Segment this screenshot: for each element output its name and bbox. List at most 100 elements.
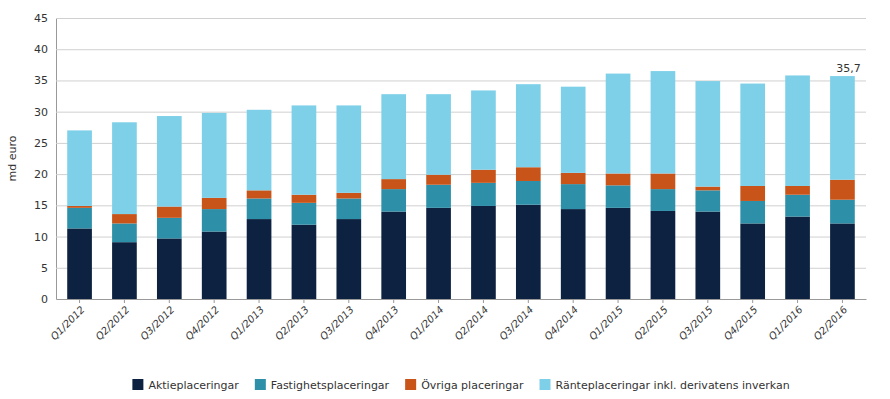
x-tick-label: Q1/2012	[48, 304, 86, 342]
grid-line	[56, 49, 866, 50]
x-tick-label: Q1/2014	[407, 304, 445, 342]
bar	[651, 71, 676, 173]
x-tick: Q2/2015	[632, 299, 670, 342]
bar	[830, 76, 855, 180]
bar	[292, 203, 317, 225]
y-tick-label: 40	[34, 43, 48, 56]
bar	[830, 223, 855, 299]
chart: 051015202530354045Q1/2012Q2/2012Q3/2012Q…	[0, 0, 890, 399]
bar	[426, 175, 451, 185]
bar	[830, 200, 855, 224]
bar	[606, 173, 631, 185]
y-axis: 051015202530354045	[34, 12, 866, 306]
bar	[202, 113, 227, 198]
grid-line	[56, 299, 866, 300]
bar	[561, 184, 586, 209]
bar	[381, 212, 406, 299]
tick-mark	[303, 299, 304, 303]
legend-swatch	[132, 379, 143, 390]
y-tick-label: 5	[41, 262, 48, 275]
bar	[695, 190, 720, 211]
tick-mark	[348, 299, 349, 303]
bar	[651, 189, 676, 211]
x-tick-label: Q2/2013	[273, 304, 311, 342]
bar	[561, 209, 586, 299]
x-tick: Q3/2013	[318, 299, 356, 342]
x-tick: Q4/2012	[183, 299, 221, 342]
x-tick-label: Q2/2014	[452, 304, 490, 342]
bar	[695, 187, 720, 191]
series	[67, 167, 855, 223]
tick-mark	[797, 299, 798, 303]
legend-label: Aktieplaceringar	[148, 379, 239, 392]
bar	[606, 208, 631, 299]
x-tick-label: Q4/2015	[722, 304, 760, 342]
x-axis: Q1/2012Q2/2012Q3/2012Q4/2012Q1/2013Q2/20…	[48, 299, 866, 342]
grid-line	[56, 80, 866, 81]
bar	[112, 122, 137, 214]
bar	[247, 219, 272, 299]
x-tick: Q1/2013	[228, 299, 266, 342]
bar	[247, 110, 272, 191]
bar	[785, 217, 810, 299]
x-tick-label: Q4/2014	[542, 304, 580, 342]
bar	[157, 207, 182, 218]
x-tick: Q2/2016	[811, 299, 849, 342]
bar	[67, 206, 92, 208]
bar	[830, 180, 855, 200]
x-tick: Q1/2014	[407, 299, 445, 342]
bar	[202, 232, 227, 299]
bar	[695, 212, 720, 299]
y-tick: 45	[34, 12, 866, 25]
x-axis-line	[57, 299, 867, 300]
bar	[67, 208, 92, 229]
tick-mark	[842, 299, 843, 303]
bar	[292, 225, 317, 299]
bar	[740, 84, 765, 186]
bar	[651, 211, 676, 299]
bar	[426, 208, 451, 299]
bar	[336, 193, 361, 199]
legend-item: Aktieplaceringar	[132, 379, 239, 392]
legend-label: Övriga placeringar	[421, 379, 524, 392]
x-tick-label: Q3/2014	[497, 304, 535, 342]
y-tick-label: 35	[34, 74, 48, 87]
bar	[471, 90, 496, 169]
legend-label: Ränteplaceringar inkl. derivatens inverk…	[556, 379, 790, 392]
bar	[695, 81, 720, 187]
x-tick: Q1/2012	[48, 299, 86, 342]
x-tick: Q2/2013	[273, 299, 311, 342]
bar	[202, 209, 227, 231]
x-tick-label: Q1/2013	[228, 304, 266, 342]
y-tick: 40	[34, 43, 866, 56]
bar	[67, 228, 92, 299]
x-tick-label: Q4/2013	[363, 304, 401, 342]
bar	[651, 173, 676, 189]
bar	[381, 94, 406, 179]
y-axis-title: md euro	[6, 135, 19, 181]
bar	[740, 223, 765, 299]
bar	[516, 167, 541, 181]
bar	[785, 195, 810, 217]
tick-mark	[662, 299, 663, 303]
x-tick-label: Q3/2012	[138, 304, 176, 342]
tick-mark	[438, 299, 439, 303]
bar	[292, 105, 317, 194]
y-tick-label: 10	[34, 231, 48, 244]
x-tick: Q2/2014	[452, 299, 490, 342]
x-tick-label: Q2/2012	[93, 304, 131, 342]
y-tick-label: 15	[34, 199, 48, 212]
tick-mark	[214, 299, 215, 303]
x-tick: Q3/2015	[677, 299, 715, 342]
x-tick: Q4/2015	[722, 299, 760, 342]
x-tick-label: Q2/2016	[811, 304, 849, 342]
x-tick: Q1/2015	[587, 299, 625, 342]
bar	[561, 173, 586, 184]
bar	[426, 94, 451, 175]
legend-swatch	[255, 379, 266, 390]
bar	[785, 186, 810, 195]
bar	[381, 189, 406, 211]
bar	[561, 87, 586, 173]
tick-mark	[483, 299, 484, 303]
bar	[112, 223, 137, 242]
